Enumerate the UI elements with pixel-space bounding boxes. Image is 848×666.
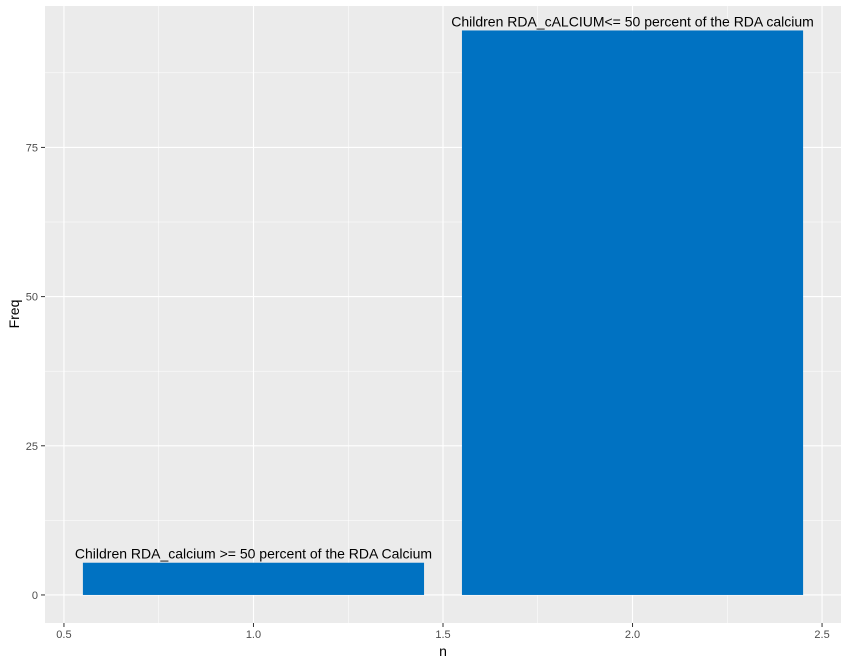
bars-group: [82, 30, 804, 595]
y-axis-title: Freq: [6, 300, 22, 329]
x-tick-label: 0.5: [56, 629, 71, 641]
y-tick-label: 50: [26, 292, 38, 304]
x-tick-label: 2.5: [814, 629, 829, 641]
bar: [461, 30, 804, 595]
y-axis: 0 25 50 75: [26, 142, 45, 602]
x-tick-label: 2.0: [625, 629, 640, 641]
x-axis-title: n: [439, 643, 447, 659]
x-tick-label: 1.5: [435, 629, 450, 641]
x-tick-label: 1.0: [246, 629, 261, 641]
bar: [82, 562, 425, 595]
y-tick-label: 25: [26, 441, 38, 453]
bar-data-label: Children RDA_calcium >= 50 percent of th…: [75, 546, 432, 562]
y-tick-label: 0: [32, 590, 38, 602]
bar-data-label: Children RDA_cALCIUM<= 50 percent of the…: [451, 13, 814, 29]
major-gridlines: [45, 6, 841, 623]
y-tick-label: 75: [26, 142, 38, 154]
x-axis: 0.5 1.0 1.5 2.0 2.5: [56, 623, 830, 641]
bar-labels-group: Children RDA_calcium >= 50 percent of th…: [75, 13, 814, 561]
